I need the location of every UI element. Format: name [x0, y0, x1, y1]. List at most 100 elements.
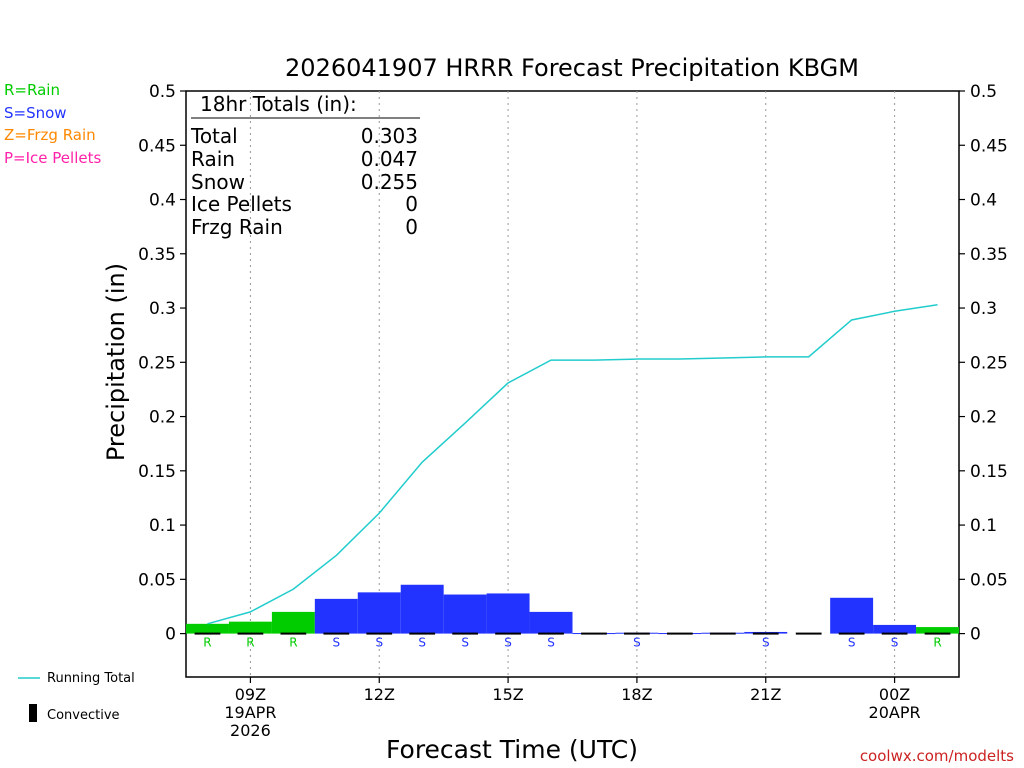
convective-marker — [624, 632, 650, 635]
x-tick-label: 2026 — [230, 721, 271, 740]
y-tick-label-right: 0.35 — [970, 245, 1008, 265]
convective-marker — [409, 632, 436, 635]
y-tick-label-right: 0.1 — [970, 516, 997, 536]
chart-title: 2026041907 HRRR Forecast Precipitation K… — [285, 54, 859, 82]
precip-bar — [916, 627, 959, 634]
x-tick-label: 20APR — [869, 703, 921, 722]
ptype-label: R — [203, 636, 211, 650]
precip-bar — [486, 593, 530, 634]
convective-swatch — [29, 704, 37, 722]
totals-header: 18hr Totals (in): — [200, 92, 357, 116]
convective-marker — [838, 632, 865, 635]
precip-bar — [830, 597, 874, 634]
y-tick-label-right: 0.5 — [970, 82, 997, 102]
convective-marker — [881, 632, 908, 635]
y-tick-label-right: 0.05 — [970, 570, 1008, 590]
ptype-label: S — [547, 636, 555, 650]
y-tick-label-left: 0.15 — [138, 462, 176, 482]
ptype-label: S — [762, 636, 770, 650]
ptype-label: S — [633, 636, 641, 650]
x-tick-label: 18Z — [621, 685, 652, 704]
y-tick-label-right: 0.45 — [970, 136, 1008, 156]
precip-bar — [228, 621, 272, 634]
totals-label-rain: Rain — [191, 147, 235, 171]
ptype-label: R — [246, 636, 254, 650]
y-tick-label-right: 0.15 — [970, 462, 1008, 482]
precip-bar — [186, 623, 229, 634]
precip-bar — [271, 611, 315, 634]
y-tick-label-right: 0.4 — [970, 191, 997, 211]
convective-marker — [795, 632, 822, 635]
ptype-label: S — [332, 636, 340, 650]
totals-label-ice-pellets: Ice Pellets — [191, 192, 292, 216]
y-tick-label-left: 0.45 — [138, 136, 176, 156]
legend-snow: S=Snow — [4, 104, 67, 122]
convective-marker — [581, 632, 607, 635]
precip-bar — [873, 624, 917, 634]
convective-marker — [495, 632, 521, 635]
y-tick-label-right: 0.25 — [970, 353, 1008, 373]
precip-bar — [529, 611, 573, 634]
totals-value-rain: 0.047 — [361, 147, 418, 171]
y-tick-label-right: 0.2 — [970, 408, 997, 428]
ptype-label: S — [461, 636, 469, 650]
totals-label-total: Total — [190, 124, 238, 148]
y-tick-label-left: 0.3 — [149, 299, 176, 319]
convective-label: Convective — [47, 708, 120, 723]
totals-value-total: 0.303 — [361, 124, 418, 148]
x-tick-label: 19APR — [224, 703, 276, 722]
y-tick-label-left: 0.4 — [149, 191, 176, 211]
convective-marker — [752, 632, 779, 635]
ptype-label: S — [891, 636, 899, 650]
y-tick-label-left: 0.25 — [138, 353, 176, 373]
precip-bar — [357, 592, 401, 634]
ptype-label: R — [933, 636, 941, 650]
running-total-polyline — [207, 304, 938, 625]
bars — [186, 584, 959, 635]
x-tick-label: 09Z — [235, 685, 266, 704]
plot-frame — [185, 90, 960, 678]
convective-marker — [194, 632, 221, 635]
ptype-label: S — [418, 636, 426, 650]
y-tick-label-left: 0.05 — [138, 570, 176, 590]
y-ticks: 0 00.05 0.050.1 0.10.15 0.150.2 0.20.25 0.250.… — [138, 82, 1008, 645]
y-tick-label-left: 0.2 — [149, 408, 176, 428]
legend-rain: R=Rain — [4, 81, 60, 99]
convective-marker — [452, 632, 479, 635]
y-tick-label-left: 0 — [165, 625, 176, 645]
totals-value-frzg-rain: 0 — [405, 215, 418, 239]
precip-bar — [443, 594, 487, 634]
convective-marker — [323, 632, 350, 635]
y-tick-label-left: 0.1 — [149, 516, 176, 536]
convective-marker — [709, 632, 736, 635]
totals-value-snow: 0.255 — [361, 170, 418, 194]
ptype-label: S — [504, 636, 512, 650]
legend-frzg-rain: Z=Frzg Rain — [4, 126, 96, 144]
running-total-label: Running Total — [47, 671, 135, 686]
ptype-label: S — [375, 636, 383, 650]
totals-box: 18hr Totals (in): Total 0.303 Rain 0.047… — [190, 92, 420, 239]
convective-marker — [237, 632, 264, 635]
y-tick-label-right: 0 — [970, 625, 981, 645]
convective-marker — [366, 632, 393, 635]
totals-label-frzg-rain: Frzg Rain — [191, 215, 283, 239]
credit-text: coolwx.com/modelts — [860, 747, 1014, 765]
totals-value-ice-pellets: 0 — [405, 192, 418, 216]
ptype-label: S — [848, 636, 856, 650]
x-tick-label: 21Z — [750, 685, 781, 704]
grid-lines — [249, 91, 896, 677]
y-axis-title: Precipitation (in) — [102, 263, 130, 461]
zero-markers — [194, 632, 951, 635]
precip-bar — [314, 598, 358, 634]
x-tick-label: 12Z — [364, 685, 395, 704]
x-axis-title: Forecast Time (UTC) — [386, 735, 638, 764]
totals-label-snow: Snow — [191, 170, 245, 194]
y-tick-label-left: 0.35 — [138, 245, 176, 265]
convective-marker — [538, 632, 564, 635]
precip-bar — [400, 584, 444, 634]
type-legend: R=Rain S=Snow Z=Frzg Rain P=Ice Pellets — [4, 81, 101, 167]
